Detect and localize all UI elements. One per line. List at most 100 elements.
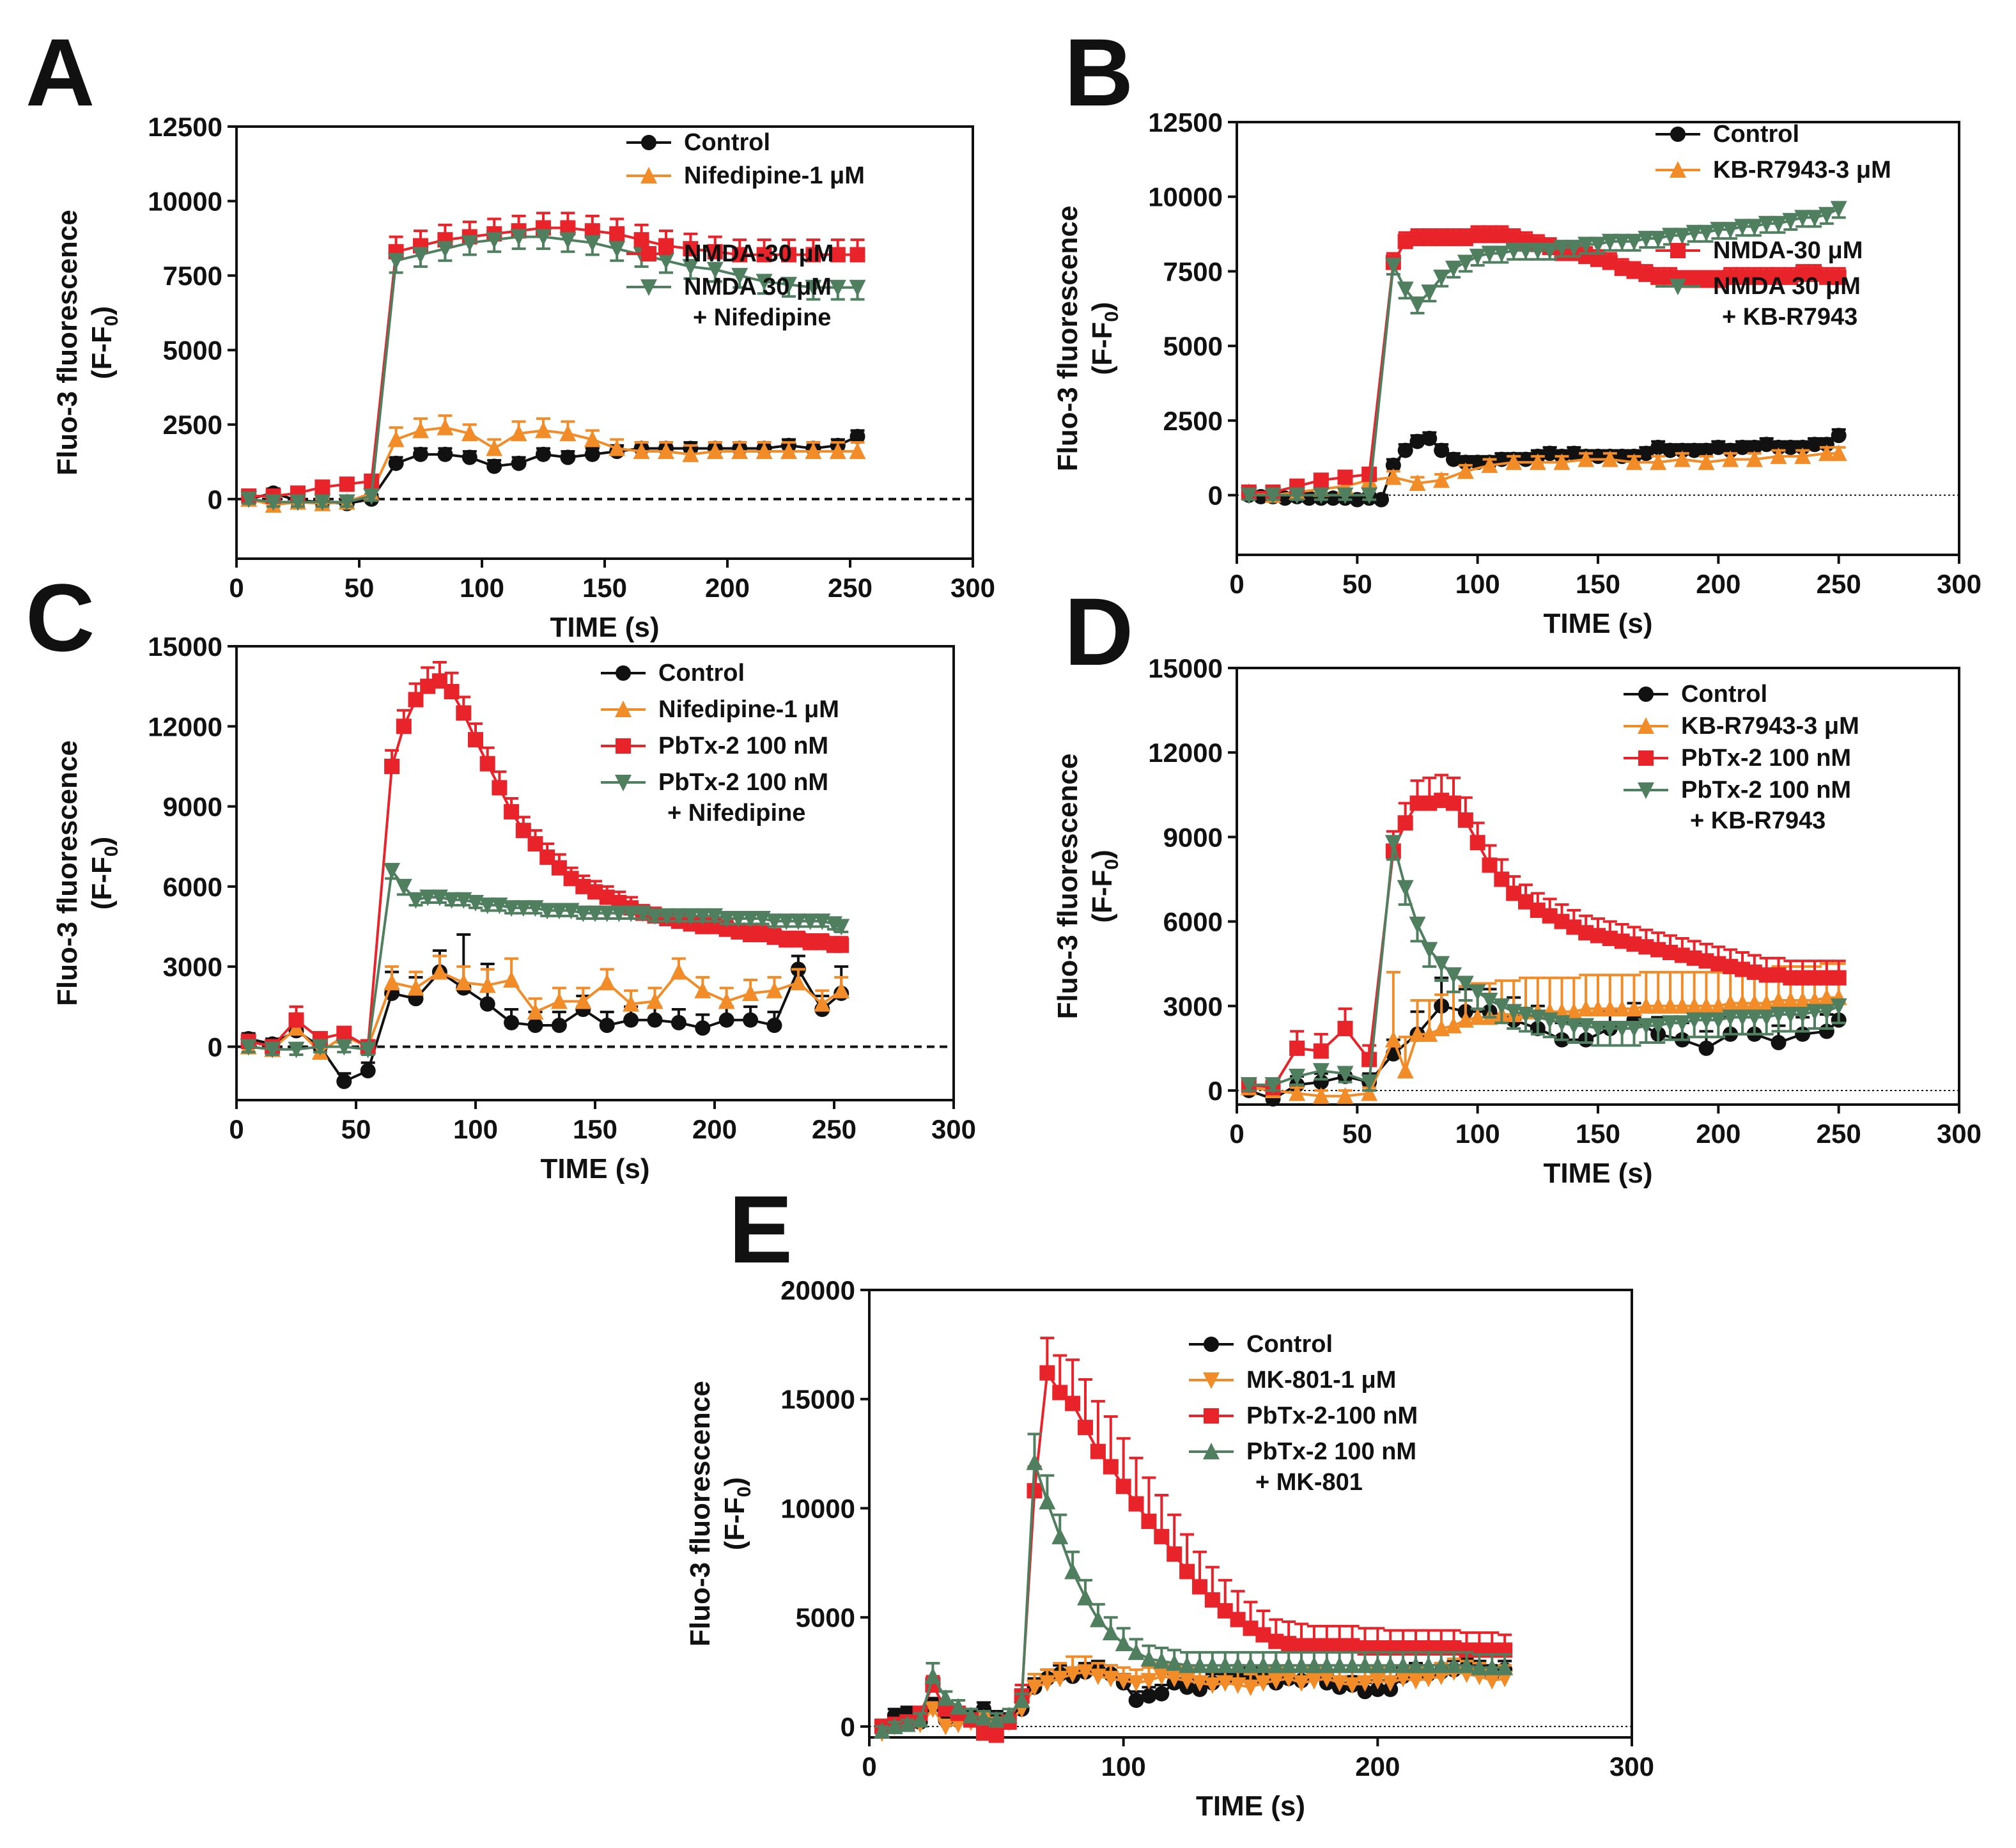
y-axis-unit-text: (F-F [719,1497,750,1550]
data-point [789,974,807,991]
y-tick-label: 12000 [1148,738,1223,768]
legend-marker [640,167,657,183]
data-point [754,911,771,928]
legend: Control Nifedipine-1 μM NMDA-30 μM NMDA 30 … [626,129,865,331]
data-point [388,455,404,471]
data-point [1698,453,1715,470]
x-tick-label: 300 [1937,1119,1981,1149]
y-axis-unit-subscript: 0 [1101,859,1122,870]
data-point [1229,1677,1246,1695]
data-point [1305,1673,1322,1690]
data-point [363,488,380,506]
data-point [1758,215,1775,233]
data-point [1553,453,1570,470]
data-point [599,1018,615,1034]
data-point [1831,970,1847,986]
data-point [387,430,405,447]
legend-marker [1204,1408,1219,1424]
data-point [461,235,478,252]
x-tick-label: 100 [1455,1119,1500,1149]
x-tick-label: 50 [1342,1119,1372,1149]
data-point [830,247,846,263]
data-point [1397,281,1414,299]
data-point [1115,1479,1131,1495]
data-point [1746,1009,1763,1027]
data-point [1662,1015,1679,1032]
data-point [849,428,865,444]
legend: Control MK-801-1 μM PbTx-2-100 nM PbTx-2 10… [1189,1331,1418,1496]
data-point [1026,1679,1043,1697]
data-point [1638,997,1655,1014]
data-point [706,442,724,460]
y-tick-label: 3000 [163,952,222,982]
data-point [407,979,424,996]
data-point [1794,991,1811,1008]
data-point [1698,1012,1715,1029]
y-tick-label: 10000 [148,187,222,217]
x-tick-label: 100 [453,1114,498,1144]
data-point [384,862,401,880]
y-axis-unit-subscript: 0 [101,846,122,857]
legend-marker [1670,279,1686,295]
data-point [1289,1068,1306,1085]
data-point [756,247,772,263]
legend-marker [1638,750,1654,766]
data-point [1496,1658,1514,1675]
data-point [706,261,724,279]
data-point [873,1721,890,1739]
x-tick-label: 100 [460,573,504,603]
data-point [911,1711,929,1728]
data-point [658,908,676,925]
data-point [1382,1675,1399,1692]
data-point [1553,240,1570,257]
data-point [1128,1692,1144,1708]
data-point [1758,994,1775,1011]
data-point [264,1041,281,1059]
data-point [609,241,626,258]
data-point [1318,1656,1335,1673]
x-tick-label: 250 [812,1114,857,1144]
data-point [988,1727,1004,1743]
x-tick-label: 50 [1342,569,1372,599]
data-point [384,974,401,991]
series-line [248,426,858,507]
data-point [1673,997,1691,1014]
data-point [1710,439,1726,455]
data-point [1331,1675,1348,1692]
data-point [732,247,748,263]
y-axis-unit-subscript: 0 [734,1486,755,1497]
data-point [975,1709,992,1726]
legend-marker [1638,782,1654,799]
data-point [1166,1670,1183,1688]
data-point [1331,1656,1348,1673]
legend-marker [616,738,631,754]
data-point [1482,857,1498,873]
data-point [1421,284,1438,302]
data-point [1446,451,1461,467]
series-3 [240,229,866,511]
data-point [1204,1677,1221,1695]
data-point [479,976,496,993]
x-tick-label: 200 [1355,1751,1400,1782]
data-point [1384,468,1402,485]
data-point [1337,1066,1354,1083]
data-point [431,889,448,906]
data-point [633,442,650,460]
y-tick-label: 9000 [1163,822,1223,852]
data-point [1242,1656,1259,1673]
legend: Control Nifedipine-1 μM PbTx-2 100 nM PbTx-… [601,660,839,827]
y-tick-label: 5000 [163,336,222,366]
data-point [1065,1395,1081,1411]
data-point [338,494,355,511]
data-point [1650,997,1667,1014]
data-point [1312,1087,1330,1104]
data-point [1686,997,1703,1014]
data-point [1505,242,1523,260]
data-point [1542,446,1558,462]
data-point [1794,210,1811,227]
data-point [1039,1365,1055,1381]
y-tick-label: 2500 [163,410,222,440]
legend-marker [1670,243,1686,258]
panel-b: B 0 50 100 150 200 250 300 0 2500 5000 7500 10000 125… [1052,19,1981,639]
data-point [814,913,831,931]
